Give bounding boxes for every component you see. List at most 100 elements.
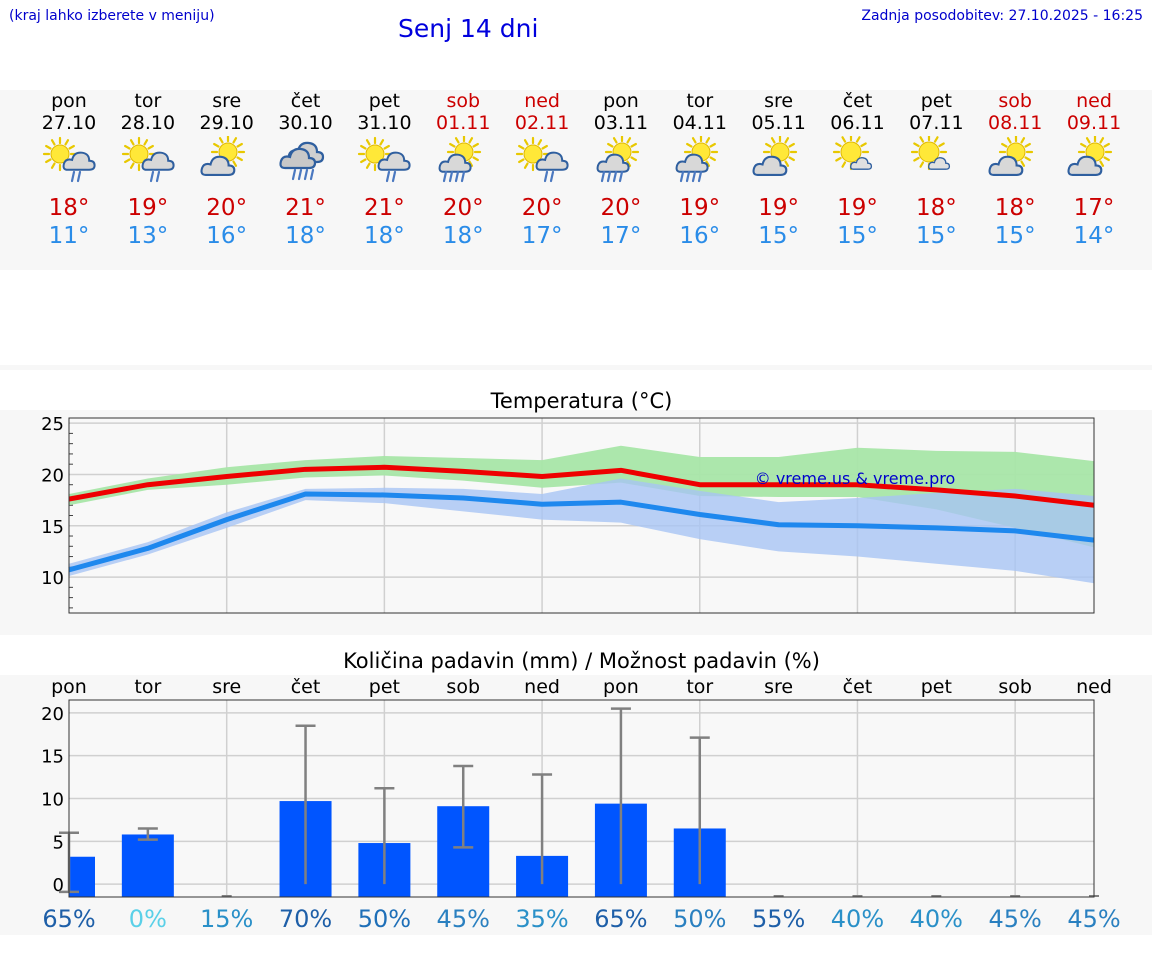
rain-bar [69, 856, 95, 897]
rain-x-tick: ned [1076, 676, 1112, 698]
max-temperature: 18° [994, 195, 1036, 221]
rain-x-tick: ned [524, 676, 560, 698]
day-name: pet [920, 90, 952, 112]
day-date: 08.11 [987, 112, 1043, 134]
day-name: pon [51, 90, 87, 112]
watermark: © vreme.us & vreme.pro [755, 469, 956, 488]
sun-cloud-rain-icon [121, 136, 175, 183]
rain-x-tick: tor [686, 676, 713, 698]
min-temperature: 18° [442, 223, 484, 249]
forecast-day: pon 03.11 20° 17° [581, 90, 661, 250]
rain-x-tick: sob [998, 676, 1032, 698]
day-name: ned [1076, 90, 1112, 112]
min-temp-line [68, 491, 1095, 573]
day-date: 04.11 [672, 112, 727, 134]
max-temperature: 21° [364, 195, 405, 221]
rain-x-tick: čet [843, 676, 873, 698]
max-temp-line [68, 464, 1095, 508]
rain-x-tick: sob [446, 676, 480, 698]
day-date: 30.10 [278, 112, 333, 134]
rain-y-tick: 5 [53, 832, 64, 853]
temp-y-tick: 10 [41, 568, 64, 589]
rain-y-tick: 20 [41, 704, 64, 725]
temp-y-tick: 25 [41, 414, 64, 435]
temp-chart-title: Temperatura (°C) [490, 389, 673, 413]
forecast-day: tor 28.10 19° 13° [108, 90, 188, 250]
day-name: sob [998, 90, 1032, 112]
rain-probability: 65% [594, 905, 647, 933]
sun-cloud-icon [1067, 136, 1113, 176]
sun-cloud-heavy-rain-icon [438, 136, 482, 183]
forecast-day: sob 08.11 18° 15° [975, 90, 1055, 250]
last-update: Zadnja posodobitev: 27.10.2025 - 16:25 [861, 8, 1143, 24]
day-date: 01.11 [436, 112, 491, 134]
rain-y-tick: 10 [41, 790, 64, 811]
rain-probability: 15% [200, 905, 253, 933]
day-date: 07.11 [909, 112, 964, 134]
day-date: 02.11 [514, 112, 570, 134]
cloud-heavy-rain-icon [278, 141, 324, 181]
rain-y-tick: 0 [53, 875, 64, 896]
day-date: 28.10 [120, 112, 176, 134]
sun-cloud-icon [988, 136, 1034, 176]
forecast-day: pet 31.10 21° 18° [344, 90, 424, 250]
min-temperature: 15° [837, 223, 878, 249]
day-date: 06.11 [830, 112, 885, 134]
min-temperature: 15° [915, 223, 957, 249]
min-temperature: 16° [206, 223, 248, 249]
rain-probability: 0% [129, 905, 167, 933]
min-temperature: 14° [1073, 223, 1115, 249]
day-name: ned [524, 90, 560, 112]
day-name: sob [446, 90, 481, 112]
sun-small-cloud-icon [832, 136, 872, 171]
rain-plot-frame [68, 699, 1095, 898]
rain-chart-title: Količina padavin (mm) / Možnost padavin … [343, 649, 820, 673]
rain-probability: 45% [1067, 905, 1120, 933]
rain-x-tick: pet [369, 676, 400, 698]
rain-probability: 45% [437, 905, 490, 933]
forecast-day: pon 27.10 18° 11° [29, 90, 109, 250]
rain-probability: 35% [515, 905, 568, 933]
min-temperature: 18° [285, 223, 326, 249]
rain-x-tick: čet [291, 676, 321, 698]
rain-x-tick: tor [134, 676, 161, 698]
rain-x-tick: sre [212, 676, 241, 698]
forecast-day: sre 05.11 19° 15° [739, 90, 819, 250]
day-date: 03.11 [593, 112, 649, 134]
min-temperature: 16° [679, 223, 721, 249]
forecast-day: pet 07.11 18° 15° [896, 90, 976, 250]
max-temperature: 21° [285, 195, 326, 221]
forecast-day: ned 09.11 17° 14° [1054, 90, 1134, 250]
sun-small-cloud-icon [911, 136, 951, 171]
sun-cloud-icon [752, 136, 797, 176]
max-temperature: 18° [915, 195, 957, 221]
sun-cloud-heavy-rain-icon [596, 136, 640, 183]
forecast-day: čet 30.10 21° 18° [266, 90, 346, 250]
max-temperature: 17° [1073, 195, 1115, 221]
rain-x-tick: pet [921, 676, 952, 698]
menu-hint: (kraj lahko izberete v meniju) [9, 8, 215, 24]
max-temperature: 19° [758, 195, 800, 221]
day-date: 27.10 [41, 112, 97, 134]
day-date: 29.10 [199, 112, 254, 134]
temp-y-tick: 20 [41, 465, 64, 486]
min-temperature: 15° [994, 223, 1036, 249]
max-temperature: 19° [679, 195, 721, 221]
sun-cloud-icon [200, 136, 245, 176]
day-date: 05.11 [751, 112, 806, 134]
max-temperature: 19° [127, 195, 169, 221]
max-temperature: 20° [442, 195, 484, 221]
day-name: pon [603, 90, 639, 112]
max-temperature: 20° [600, 195, 642, 221]
rain-probability: 50% [358, 905, 411, 933]
min-temperature: 13° [127, 223, 169, 249]
forecast-day: tor 04.11 19° 16° [660, 90, 740, 250]
max-temperature: 20° [206, 195, 248, 221]
rain-probability: 40% [910, 905, 963, 933]
rain-probability: 65% [42, 905, 95, 933]
forecast-day: sre 29.10 20° 16° [187, 90, 267, 250]
day-name: tor [134, 90, 162, 112]
day-date: 09.11 [1066, 112, 1122, 134]
min-temperature: 18° [364, 223, 405, 249]
